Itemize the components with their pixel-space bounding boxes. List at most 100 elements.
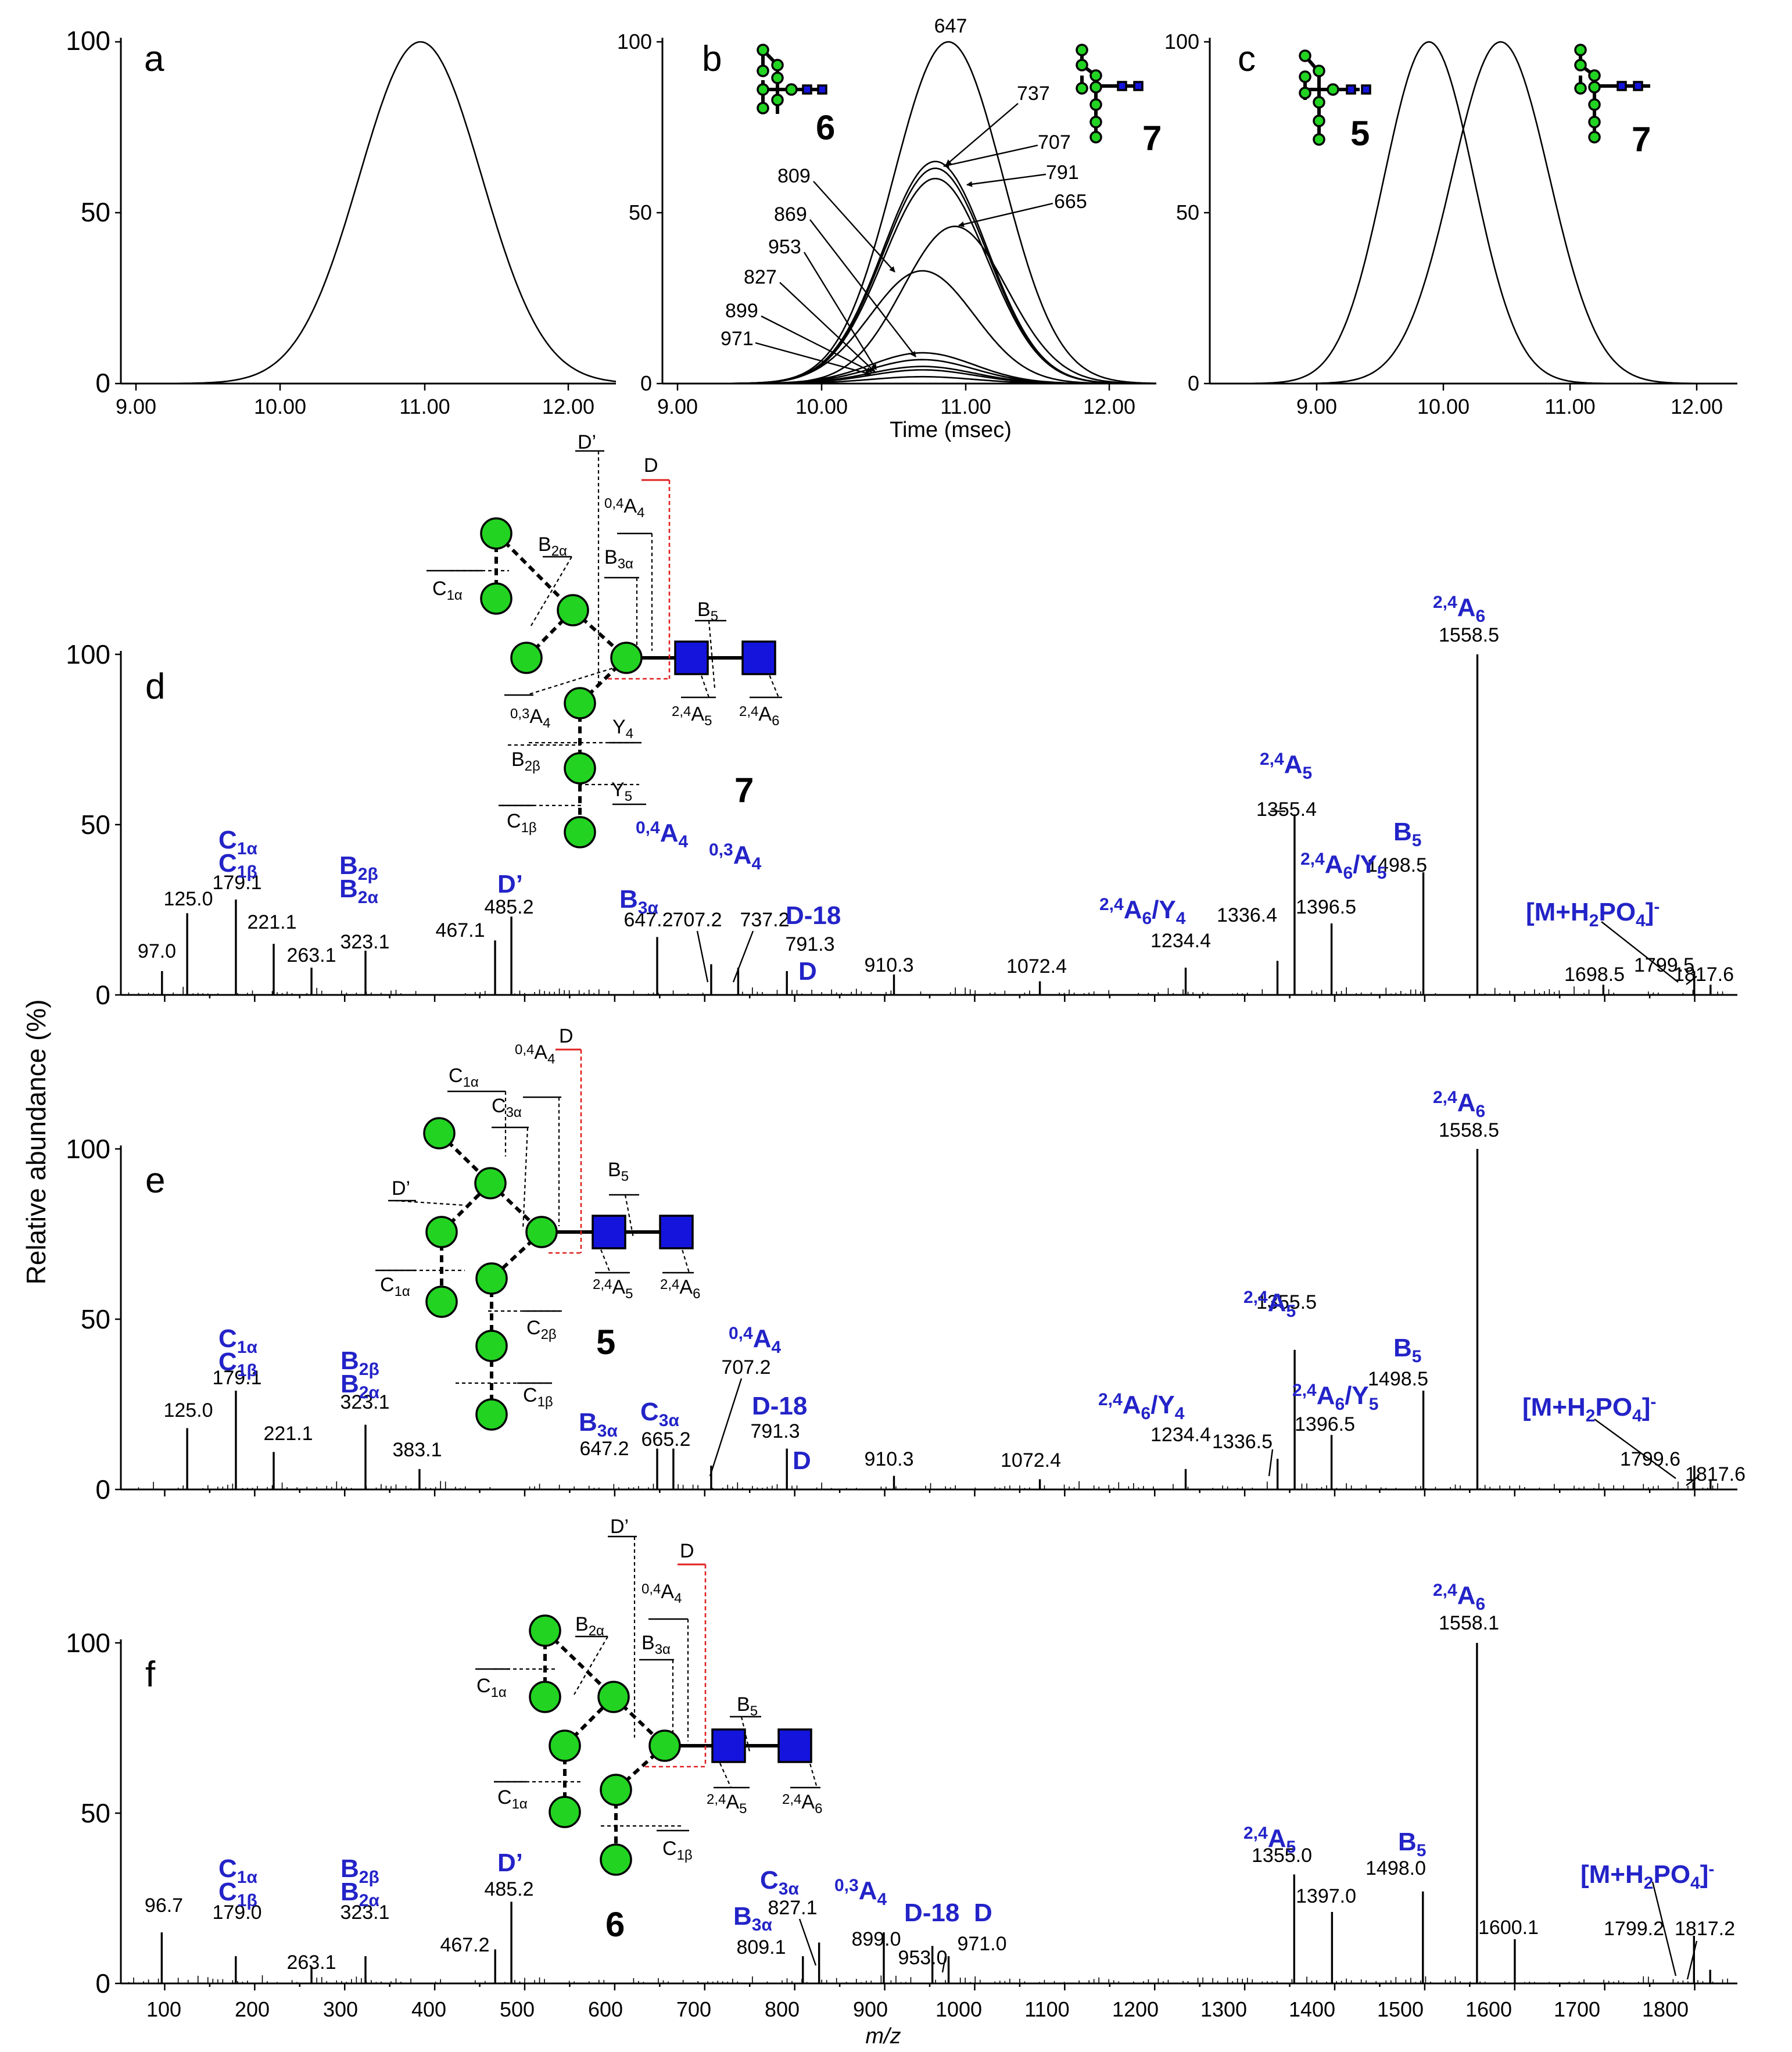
cut-label: 0,4A4 [515,1041,555,1067]
cut-label: B3α [641,1632,671,1657]
trace-label-971: 971 [721,328,754,350]
peak-label: 707.2 [672,909,722,931]
spectrum-xtick: 1100 [1024,1997,1069,2021]
ion-label: 0,4A4 [729,1324,782,1357]
panel-c-xtick: 9.00 [1296,395,1337,418]
ion-label: B5 [1393,818,1421,850]
ion-label: B3α [579,1408,618,1441]
arrow-809 [813,181,895,273]
trace-label-647: 647 [934,15,967,37]
cut-label: C1β [523,1384,553,1410]
trace-label-737: 737 [1017,83,1050,105]
panel-b-xtick: 11.00 [940,395,991,418]
compound-label-5: 5 [596,1323,615,1362]
panel-c: c 100 50 0 9.00 10.00 11.00 12.00 [1164,30,1737,418]
inset-glycan-5: 5 [1299,49,1371,153]
peak-label: 1336.4 [1217,904,1277,926]
peak-label: 125.0 [163,888,213,910]
cut-label: Y5 [611,779,632,804]
cut-label: C2β [526,1317,557,1342]
arrow-869 [809,219,916,357]
cut-label: C1α [380,1274,410,1299]
inset-label-7-c: 7 [1632,120,1651,159]
ion-label: D’ [497,1849,523,1877]
panel-b-xtick: 10.00 [795,395,848,418]
panel-c-ytick: 0 [1188,371,1199,395]
spectrum-d-ytick: 50 [81,810,110,840]
panel-b-xtick: 12.00 [1083,395,1135,418]
spectrum-f-xticks: 100 200 300 400 500 600 700 800 900 1000… [146,1997,1689,2021]
structure-compound-6: D’ D B2α 0,4A4 B3α C1α B5 C1α C1β 2,4A5 … [475,1516,822,1944]
peak-label: 737.2 [740,909,789,931]
panel-d-peak-labels: 97.0 125.0 179.1 221.1 263.1 323.1 467.1… [138,624,1734,986]
ion-label: 2,4A6 [1433,1088,1485,1121]
trace-c-7 [1210,41,1737,385]
cut-label: B2α [575,1613,604,1639]
spectrum-xtick: 200 [235,1997,270,2021]
panel-letter-b: b [702,39,722,79]
structure-e-labels: D C1α 0,4A4 C3α B5 D’ C1α C2β C1β 2,4A5 … [380,1025,700,1410]
peak-label: 221.1 [263,1423,313,1445]
spectrum-xtick: 800 [765,1997,800,2021]
peak-label: 1234.4 [1151,930,1211,952]
peak-label: 263.1 [286,944,336,966]
panel-b-x-title: Time (msec) [890,418,1012,442]
peak-label: 263.1 [286,1951,336,1974]
ion-label: C3α [640,1398,679,1430]
peak-label: 1234.4 [1151,1424,1211,1446]
ion-label: D’ [497,870,523,898]
ion-label: 2,4A6 [1433,593,1485,626]
cut-label: C1β [507,810,537,836]
ion-label: 0,3A4 [709,840,762,873]
spectrum-e [115,1145,1737,1496]
cut-label: 0,4A4 [604,495,644,521]
peak-label: 1355.0 [1252,1845,1312,1867]
trace-label-791: 791 [1046,162,1079,184]
peak-label: 665.2 [641,1428,690,1451]
panel-b-ytick: 100 [617,30,652,53]
ion-label: B5 [1393,1334,1421,1366]
inset-label-5: 5 [1350,114,1370,153]
spectrum-f-ytick: 0 [95,1968,110,1999]
ion-label: [M+H2PO4]- [1526,897,1660,930]
arrow-827 [779,282,876,373]
ion-label: C3α [760,1866,799,1899]
cleavage-marks-d [427,450,782,807]
peak-label: 1799.2 [1604,1918,1664,1940]
y-axis-title: Relative abundance (%) [21,1000,51,1285]
cut-label: B5 [697,599,718,624]
ion-label: B3α [733,1902,772,1935]
peak-label: 1498.5 [1367,854,1427,876]
peak-label: 1558.5 [1439,624,1499,646]
panel-a-ytick: 100 [66,26,110,56]
peak-label: 485.2 [484,1878,533,1900]
peak-label: 1558.5 [1439,1119,1499,1141]
ion-label: 2,4A5 [1243,1824,1296,1857]
peak-label: 647.2 [579,1438,629,1460]
peak-label: 899.0 [851,1928,901,1950]
spectrum-f-ytick: 100 [66,1628,110,1658]
trace-label-953: 953 [768,236,801,258]
ion-label: 2,4A5 [1243,1288,1296,1321]
spectrum-d-ytick: 0 [95,980,110,1010]
inset-glycan-6: 6 [757,44,835,147]
spectrum-xtick: 500 [500,1997,535,2021]
panel-letter-e: e [145,1161,165,1201]
cut-label: B5 [608,1159,629,1184]
panel-b-xtick: 9.00 [657,395,698,418]
peak-label: 179.1 [212,872,261,894]
mass-spectra [115,651,1737,1990]
inset-label-7: 7 [1142,119,1162,157]
inset-glycan-7-c: 7 [1574,44,1651,159]
peak-label: 1397.0 [1296,1885,1356,1907]
spectrum-xtick: 1500 [1377,1997,1424,2021]
cut-label: D’ [392,1177,410,1199]
ion-label: 2,4A6/Y4 [1099,895,1186,928]
trace-label-899: 899 [725,300,758,322]
peak-label: 221.1 [247,911,296,933]
peak-label: 1072.4 [1001,1449,1061,1471]
cut-label: C1α [432,578,463,603]
ion-label: 2,4A6/Y5 [1300,850,1386,883]
panel-letter-f: f [145,1655,156,1695]
spectrum-xtick: 300 [323,1997,358,2021]
